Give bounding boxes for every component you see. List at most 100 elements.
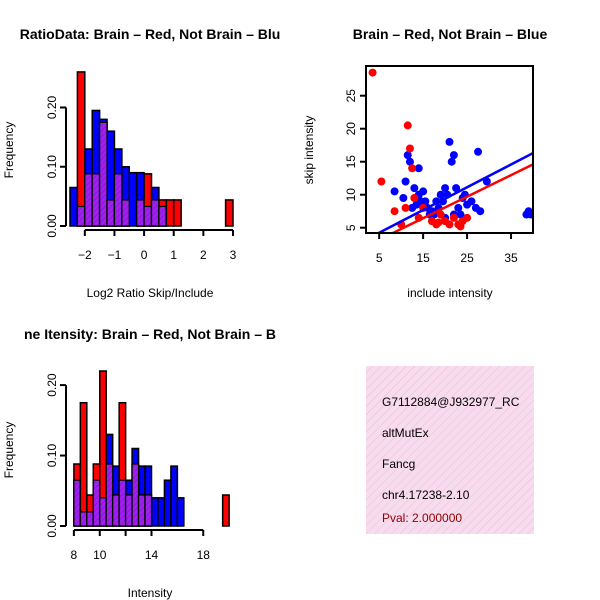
overlap-bar (113, 173, 123, 227)
blue-point (476, 207, 485, 216)
scatter-title: Brain – Red, Not Brain – Blue (353, 26, 548, 42)
blue-point (449, 151, 458, 160)
blue-point (390, 187, 399, 196)
blue-bar (163, 479, 172, 527)
blue-point (447, 157, 456, 166)
overlap-bar (106, 199, 116, 227)
hist-intensity-plot: 8 10 14 18 0.00 0.10 0.20 (45, 370, 230, 562)
overlap-bar (143, 205, 153, 227)
blue-point (414, 164, 423, 173)
overlap-bar (150, 199, 160, 227)
scatter-plot: 5 15 25 35 5 10 15 20 25 (344, 65, 534, 265)
blue-point (445, 137, 454, 146)
hist-ratio-xlabel: Log2 Ratio Skip/Include (87, 286, 214, 300)
x-tick-label: 1 (170, 248, 177, 262)
red-point (368, 68, 377, 77)
red-point (401, 203, 410, 212)
overlap-bar (105, 463, 114, 527)
x-tick-label: 18 (197, 548, 211, 562)
red-point (456, 222, 465, 231)
x-tick-label: 8 (71, 548, 78, 562)
overlap-bar (121, 199, 130, 227)
y-tick-label: 0.20 (45, 95, 59, 119)
overlap-bar (84, 173, 93, 227)
y-tick-label: 0.00 (45, 214, 59, 238)
red-point (377, 177, 386, 186)
x-tick-label: 14 (145, 548, 159, 562)
red-point (405, 144, 414, 153)
overlap-bar (125, 494, 133, 527)
x-tick-label: 5 (376, 251, 383, 265)
red-point (463, 213, 472, 222)
axes: 8 10 14 18 0.00 0.10 0.20 (45, 373, 210, 562)
x-tick-label: 10 (93, 548, 107, 562)
blue-point (441, 184, 450, 193)
scatter-ylabel: skip intensity (302, 116, 316, 185)
blue-bar (170, 465, 179, 527)
hist-ratio-ylabel: Frequency (2, 122, 16, 179)
blue-point (482, 177, 491, 186)
gene-name-text: Fancg (382, 457, 415, 471)
overlap-bar (144, 494, 153, 527)
red-point (390, 207, 399, 216)
x-tick-label: 0 (141, 248, 148, 262)
y-tick-label: 5 (344, 224, 358, 231)
overlap-bar (137, 494, 146, 527)
blue-point (410, 184, 419, 193)
hist-intensity-ylabel: Frequency (2, 422, 16, 479)
overlap-bar (76, 205, 86, 227)
red-bar (165, 199, 175, 227)
red-bar (224, 199, 234, 227)
blue-point (405, 157, 414, 166)
overlap-bar (112, 494, 120, 527)
blue-bar (128, 171, 138, 227)
overlap-bar (158, 205, 167, 227)
red-bar (76, 71, 86, 227)
blue-point (436, 190, 445, 199)
x-tick-label: 35 (504, 251, 518, 265)
locus-text: chr4.17238-2.10 (382, 488, 470, 502)
overlap-bar (91, 173, 101, 227)
event-type-text: altMutEx (382, 426, 429, 440)
info-panel-background (366, 366, 534, 534)
blue-point (524, 207, 533, 216)
blue-point (401, 177, 410, 186)
info-panel: G7112884@J932977_RC altMutEx Fancg chr4.… (366, 366, 534, 534)
blue-point (421, 197, 430, 206)
blue-point (452, 184, 461, 193)
blue-point (403, 151, 412, 160)
blue-regression-line (376, 152, 533, 233)
red-bar (172, 199, 182, 227)
x-tick-label: 2 (200, 248, 207, 262)
overlap-bar (99, 497, 107, 527)
x-tick-label: 25 (460, 251, 474, 265)
y-tick-label: 10 (344, 188, 358, 202)
y-tick-label: 20 (344, 122, 358, 136)
x-tick-label: −1 (108, 248, 122, 262)
pval-text: Pval: 2.000000 (382, 511, 462, 525)
x-tick-label: −2 (78, 248, 92, 262)
blue-bar (176, 497, 185, 527)
red-point (445, 220, 454, 229)
y-tick-label: 0.20 (45, 373, 59, 397)
y-tick-label: 25 (344, 89, 358, 103)
red-point (449, 213, 458, 222)
blue-point (419, 187, 428, 196)
blue-bar (150, 497, 159, 527)
overlap-bar (99, 121, 108, 227)
red-point (434, 218, 443, 227)
hist-ratio-plot: −2 −1 0 1 2 3 0.00 0.10 0.20 (45, 71, 237, 262)
blue-point (399, 194, 408, 203)
overlap-bar (131, 463, 140, 527)
hist-ratio-title: RatioData: Brain – Red, Not Brain – Blu (20, 26, 281, 42)
probe-id-text: G7112884@J932977_RC (382, 395, 520, 409)
hist-intensity-xlabel: Intensity (128, 586, 173, 600)
red-point (403, 121, 412, 130)
y-tick-label: 0.10 (45, 444, 59, 468)
blue-point (474, 147, 483, 156)
x-tick-label: 3 (230, 248, 237, 262)
blue-bar (157, 497, 166, 527)
red-bar (79, 401, 88, 527)
scatter-xlabel: include intensity (407, 286, 492, 300)
